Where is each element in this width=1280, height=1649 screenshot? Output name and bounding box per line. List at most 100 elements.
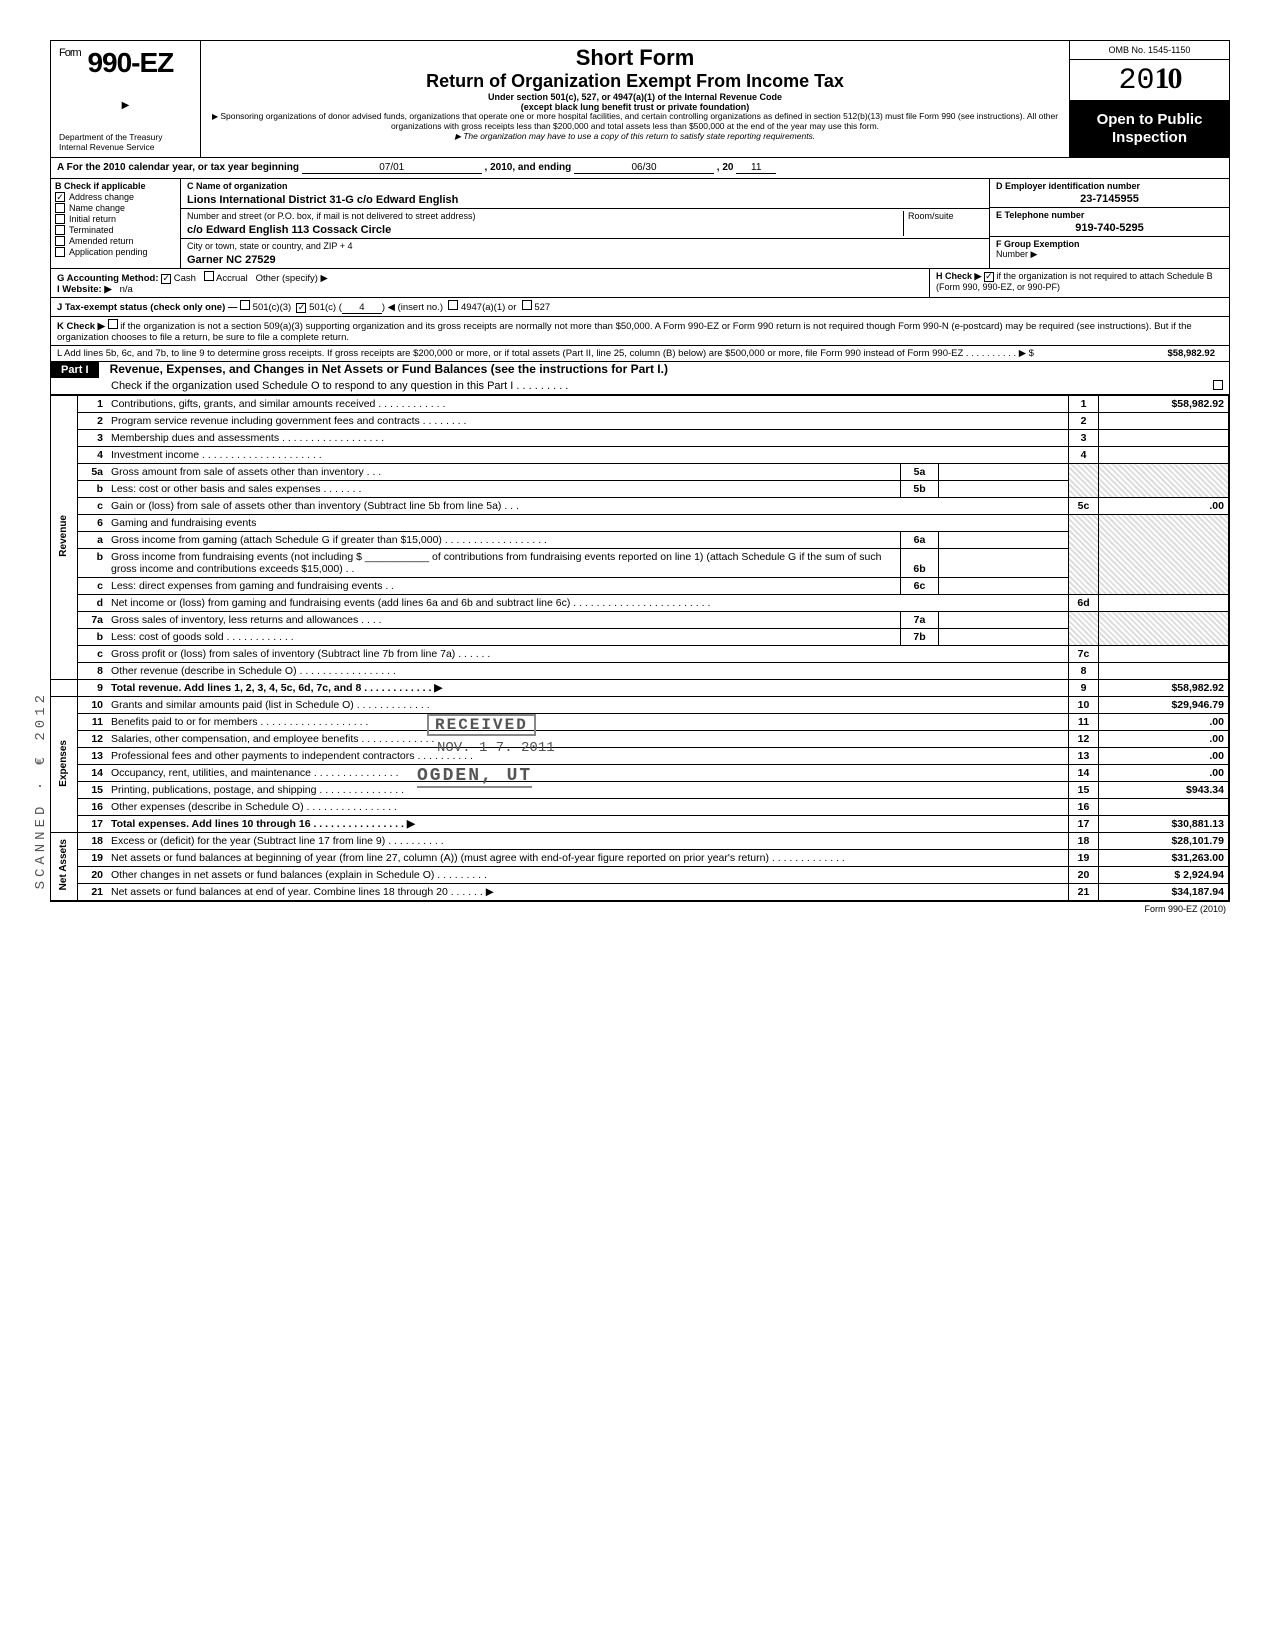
lbl-amended: Amended return bbox=[69, 236, 134, 246]
ln6d-val bbox=[1099, 595, 1229, 612]
ln6c-sv bbox=[939, 578, 1069, 595]
lbl-terminated: Terminated bbox=[69, 225, 114, 235]
note-sponsor: Sponsoring organizations of donor advise… bbox=[211, 112, 1059, 132]
ln17-val: $30,881.13 bbox=[1099, 816, 1229, 833]
ln1-rn: 1 bbox=[1069, 396, 1099, 413]
k-text: if the organization is not a section 509… bbox=[57, 321, 1192, 343]
ln11-rn: 11 bbox=[1069, 714, 1099, 731]
ln19-text: Net assets or fund balances at beginning… bbox=[107, 850, 1069, 867]
ln5c-rn: 5c bbox=[1069, 498, 1099, 515]
lbl-501c-open: 501(c) ( bbox=[309, 302, 342, 313]
ln14-val: .00 bbox=[1099, 765, 1229, 782]
ln6-no: 6 bbox=[77, 515, 107, 532]
check-501c3[interactable] bbox=[240, 300, 250, 310]
check-address-change[interactable]: ✓ bbox=[55, 192, 65, 202]
ln11-val: .00 bbox=[1099, 714, 1229, 731]
l-value: $58,982.92 bbox=[1167, 348, 1223, 359]
side-expenses: Expenses bbox=[51, 697, 77, 833]
ln8-no: 8 bbox=[77, 663, 107, 680]
lbl-cash: Cash bbox=[174, 273, 196, 284]
ln7b-sv bbox=[939, 629, 1069, 646]
ln4-rn: 4 bbox=[1069, 447, 1099, 464]
ln4-text: Investment income . . . . . . . . . . . … bbox=[107, 447, 1069, 464]
ln20-no: 20 bbox=[77, 867, 107, 884]
ln10-text: Grants and similar amounts paid (list in… bbox=[107, 697, 1069, 714]
ln9-val: $58,982.92 bbox=[1099, 680, 1229, 697]
ln6d-text: Net income or (loss) from gaming and fun… bbox=[107, 595, 1069, 612]
ln1-no: 1 bbox=[77, 396, 107, 413]
ln7c-rn: 7c bbox=[1069, 646, 1099, 663]
ln20-val: $ 2,924.94 bbox=[1099, 867, 1229, 884]
check-name-change[interactable] bbox=[55, 203, 65, 213]
ln2-text: Program service revenue including govern… bbox=[107, 413, 1069, 430]
org-name: Lions International District 31-G c/o Ed… bbox=[187, 191, 983, 206]
ln7b-no: b bbox=[77, 629, 107, 646]
ln7b-sn: 7b bbox=[901, 629, 939, 646]
g-label: G Accounting Method: bbox=[57, 273, 159, 284]
ln20-text: Other changes in net assets or fund bala… bbox=[107, 867, 1069, 884]
part1-header-row: Part I Revenue, Expenses, and Changes in… bbox=[51, 362, 1229, 395]
check-527[interactable] bbox=[522, 300, 532, 310]
ln5b-no: b bbox=[77, 481, 107, 498]
ln17-no: 17 bbox=[77, 816, 107, 833]
lbl-address-change: Address change bbox=[69, 192, 134, 202]
ln13-no: 13 bbox=[77, 748, 107, 765]
shade-5v bbox=[1099, 464, 1229, 498]
check-cash[interactable]: ✓ bbox=[161, 274, 171, 284]
row-a-end-mo: 06/30 bbox=[574, 162, 714, 174]
dept-line: Department of the Treasury Internal Reve… bbox=[59, 131, 192, 153]
ln13-val: .00 bbox=[1099, 748, 1229, 765]
ln6d-no: d bbox=[77, 595, 107, 612]
ln14-no: 14 bbox=[77, 765, 107, 782]
ln6a-text: Gross income from gaming (attach Schedul… bbox=[107, 532, 901, 549]
side-revenue: Revenue bbox=[51, 396, 77, 680]
c-room-label: Room/suite bbox=[903, 211, 983, 236]
ln18-val: $28,101.79 bbox=[1099, 833, 1229, 850]
ln5b-sn: 5b bbox=[901, 481, 939, 498]
ln20-rn: 20 bbox=[1069, 867, 1099, 884]
check-part1-schedO[interactable] bbox=[1213, 380, 1223, 390]
row-h: H Check ▶ ✓ if the organization is not r… bbox=[929, 269, 1229, 297]
ln8-text: Other revenue (describe in Schedule O) .… bbox=[107, 663, 1069, 680]
lbl-accrual: Accrual bbox=[216, 273, 248, 284]
ln6a-no: a bbox=[77, 532, 107, 549]
check-k[interactable] bbox=[108, 319, 118, 329]
e-tel-label: E Telephone number bbox=[996, 210, 1223, 220]
ln11-cell: Benefits paid to or for members . . . . … bbox=[107, 714, 1069, 731]
check-terminated[interactable] bbox=[55, 225, 65, 235]
year-suffix: 10 bbox=[1155, 62, 1181, 95]
ln16-rn: 16 bbox=[1069, 799, 1099, 816]
check-amended[interactable] bbox=[55, 236, 65, 246]
f-group-number: Number ▶ bbox=[996, 249, 1223, 260]
row-a-label: A For the 2010 calendar year, or tax yea… bbox=[57, 162, 299, 173]
check-initial[interactable] bbox=[55, 214, 65, 224]
ln21-no: 21 bbox=[77, 884, 107, 901]
ln6b-text: Gross income from fundraising events (no… bbox=[107, 549, 901, 578]
org-street: c/o Edward English 113 Cossack Circle bbox=[187, 221, 903, 236]
lbl-name-change: Name change bbox=[69, 203, 125, 213]
col-c-org: C Name of organization Lions Internation… bbox=[181, 179, 989, 268]
check-pending[interactable] bbox=[55, 247, 65, 257]
ln13-rn: 13 bbox=[1069, 748, 1099, 765]
ln7a-sn: 7a bbox=[901, 612, 939, 629]
lbl-pending: Application pending bbox=[69, 247, 148, 257]
check-4947[interactable] bbox=[448, 300, 458, 310]
ln19-no: 19 bbox=[77, 850, 107, 867]
shade-7 bbox=[1069, 612, 1099, 646]
ln6a-sv bbox=[939, 532, 1069, 549]
tel-value: 919-740-5295 bbox=[996, 220, 1223, 234]
row-j: J Tax-exempt status (check only one) — 5… bbox=[51, 298, 1229, 317]
side-rev-end bbox=[51, 680, 77, 697]
side-net-assets: Net Assets bbox=[51, 833, 77, 901]
check-accrual[interactable] bbox=[204, 271, 214, 281]
ln6d-rn: 6d bbox=[1069, 595, 1099, 612]
ln3-no: 3 bbox=[77, 430, 107, 447]
h-label: H Check ▶ bbox=[936, 271, 981, 281]
ln6-text: Gaming and fundraising events bbox=[107, 515, 1069, 532]
row-a-end-yr: 11 bbox=[736, 162, 776, 174]
check-501c[interactable]: ✓ bbox=[296, 303, 306, 313]
ln18-rn: 18 bbox=[1069, 833, 1099, 850]
ln12-rn: 12 bbox=[1069, 731, 1099, 748]
ln5a-no: 5a bbox=[77, 464, 107, 481]
check-h[interactable]: ✓ bbox=[984, 272, 994, 282]
